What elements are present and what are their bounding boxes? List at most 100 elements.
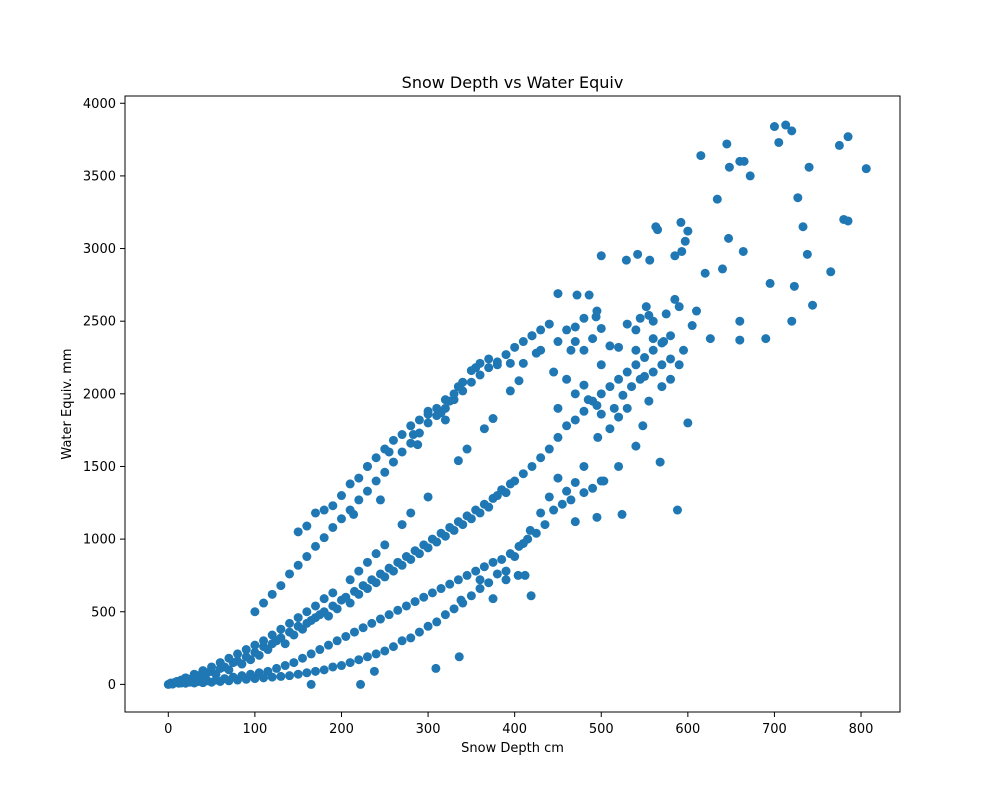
data-point [657, 382, 667, 392]
data-point [215, 658, 225, 668]
data-point [562, 325, 572, 335]
data-point [544, 492, 554, 502]
x-tick-label: 600 [675, 722, 700, 737]
data-point [393, 605, 403, 615]
data-point [319, 533, 329, 543]
data-point [518, 358, 528, 368]
data-point [653, 225, 663, 235]
data-point [475, 358, 485, 368]
data-point [345, 598, 355, 608]
data-point [738, 246, 748, 256]
data-point [645, 255, 655, 265]
data-point [362, 557, 372, 567]
data-point [843, 216, 853, 226]
data-point [592, 512, 602, 522]
data-point [826, 267, 836, 277]
data-point [176, 678, 186, 688]
data-point [648, 334, 658, 344]
data-point [648, 345, 658, 355]
data-point [745, 171, 755, 181]
data-point [657, 360, 667, 370]
data-point [492, 569, 502, 579]
data-point [293, 527, 303, 537]
data-point [793, 193, 803, 203]
data-point [440, 395, 450, 405]
data-point [609, 403, 619, 413]
data-point [336, 514, 346, 524]
data-point [263, 666, 273, 676]
data-point [592, 306, 602, 316]
data-point [246, 655, 256, 665]
data-point [423, 543, 433, 553]
data-point [735, 335, 745, 345]
data-point [644, 396, 654, 406]
data-point [562, 374, 572, 384]
data-point [808, 300, 818, 310]
data-point [354, 589, 364, 599]
data-point [185, 677, 195, 687]
data-point [466, 514, 476, 524]
data-point [479, 424, 489, 434]
y-tick-label: 2000 [83, 387, 116, 402]
data-point [680, 236, 690, 246]
data-point [518, 337, 528, 347]
data-point [614, 461, 624, 471]
x-tick-label: 0 [164, 722, 172, 737]
data-point [228, 672, 238, 682]
data-point [423, 621, 433, 631]
data-point [596, 323, 606, 333]
data-point [397, 447, 407, 457]
data-point [722, 139, 732, 149]
data-point [285, 618, 295, 628]
data-point [345, 479, 355, 489]
data-point [804, 162, 814, 172]
data-point [397, 636, 407, 646]
data-point [605, 341, 615, 351]
data-point [579, 313, 589, 323]
x-tick-label: 100 [242, 722, 267, 737]
data-point [345, 575, 355, 585]
data-point [596, 389, 606, 399]
data-point [674, 302, 684, 312]
data-point [501, 488, 511, 498]
data-point [328, 588, 338, 598]
data-point [237, 659, 247, 669]
data-point [289, 630, 299, 640]
data-point [276, 624, 286, 634]
data-point [311, 666, 320, 676]
data-point [666, 374, 676, 384]
data-point [445, 579, 455, 589]
data-point [388, 457, 398, 467]
data-point [787, 316, 797, 326]
data-point [520, 570, 530, 580]
data-point [349, 627, 359, 637]
data-point [579, 380, 589, 390]
data-point [285, 671, 295, 681]
data-point [544, 319, 554, 329]
data-point [371, 649, 381, 659]
data-point [354, 566, 364, 576]
data-point [488, 557, 498, 567]
y-tick-label: 3000 [83, 242, 116, 257]
data-point [536, 508, 546, 518]
data-point [401, 601, 411, 611]
data-point [596, 409, 606, 419]
data-point [518, 469, 528, 479]
data-point [570, 517, 580, 527]
data-point [423, 492, 433, 502]
data-point [328, 522, 338, 532]
y-tick-label: 1000 [83, 533, 116, 548]
data-point [293, 669, 303, 679]
data-point [683, 226, 693, 236]
data-point [276, 671, 286, 681]
plot-frame [124, 95, 901, 713]
data-point [440, 531, 450, 541]
data-point [458, 377, 468, 387]
data-point [369, 666, 379, 676]
data-point [523, 534, 533, 544]
data-point [298, 653, 308, 663]
data-point [466, 591, 476, 601]
data-point [505, 386, 515, 396]
data-point [414, 549, 424, 559]
data-point [449, 604, 459, 614]
